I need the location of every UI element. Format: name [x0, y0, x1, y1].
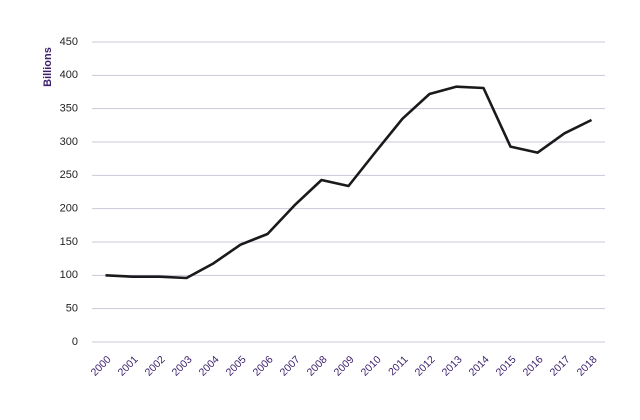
x-tick-label: 2005 [224, 353, 249, 378]
y-tick-label: 300 [60, 136, 78, 148]
x-tick-label: 2004 [197, 353, 222, 378]
x-tick-label: 2010 [359, 353, 384, 378]
x-tick-label: 2008 [305, 353, 330, 378]
x-tick-label: 2011 [386, 353, 411, 378]
y-tick-label: 0 [72, 336, 78, 348]
y-tick-label: 200 [60, 203, 78, 215]
x-tick-label: 2009 [332, 353, 357, 378]
x-tick-label: 2012 [413, 353, 438, 378]
x-tick-label: 2016 [521, 353, 546, 378]
x-tick-label: 2014 [467, 353, 492, 378]
y-tick-label: 400 [60, 69, 78, 81]
x-tick-label: 2003 [170, 353, 195, 378]
x-tick-label: 2000 [89, 353, 114, 378]
y-tick-label: 450 [60, 36, 78, 48]
x-tick-label: 2018 [575, 353, 600, 378]
x-tick-label: 2001 [116, 353, 141, 378]
y-tick-label: 50 [66, 303, 78, 315]
x-tick-label: 2006 [251, 353, 276, 378]
x-tick-label: 2013 [440, 353, 465, 378]
y-tick-label: 150 [60, 236, 78, 248]
data-line [105, 85, 593, 280]
y-tick-label: 250 [60, 169, 78, 181]
x-tick-label: 2015 [494, 353, 519, 378]
y-tick-label: 350 [60, 103, 78, 115]
x-tick-label: 2002 [143, 353, 168, 378]
x-tick-label: 2017 [548, 353, 573, 378]
y-axis-label: Billions [42, 47, 54, 87]
x-tick-label: 2007 [278, 353, 303, 378]
y-tick-label: 100 [60, 269, 78, 281]
